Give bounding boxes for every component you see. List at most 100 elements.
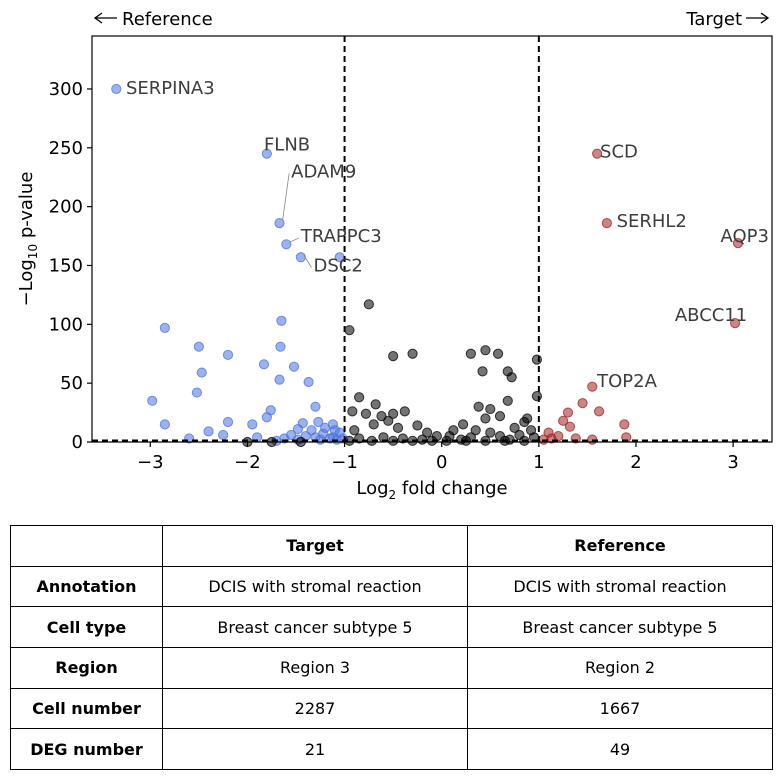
data-point-ns xyxy=(388,408,399,419)
gene-label: SERHL2 xyxy=(617,211,687,232)
target-cell: 21 xyxy=(162,728,468,771)
data-point-up xyxy=(619,419,630,430)
data-point-down xyxy=(313,416,324,428)
data-point-ns xyxy=(506,372,517,383)
table-header-row: Target Reference xyxy=(10,525,773,567)
data-point-up xyxy=(729,318,741,329)
data-point-ns xyxy=(509,422,520,433)
y-tick-label: 300 xyxy=(49,79,83,100)
data-points xyxy=(111,83,744,448)
y-tick-label: 150 xyxy=(49,255,83,276)
axes: −3 −2 −1 0 1 2 3 0 50 100 150 200 250 300 Log2 fold ch… xyxy=(16,35,773,502)
gene-label: SCD xyxy=(600,141,638,162)
reference-cell: 1667 xyxy=(467,687,773,730)
reference-cell: DCIS with stromal reaction xyxy=(467,565,773,608)
data-point-ns xyxy=(531,354,543,365)
volcano-plot: SERPINA3 FLNB ADAM9 TRAPPC3 DSC2 SCD SERHL2 AQP… xyxy=(16,9,773,502)
data-point-down xyxy=(275,341,286,352)
data-point-ns xyxy=(502,395,513,406)
data-point-up xyxy=(592,148,603,159)
data-point-ns xyxy=(480,345,491,356)
data-point-ns xyxy=(370,399,381,410)
data-point-up xyxy=(593,406,605,417)
data-point-down xyxy=(303,376,314,388)
data-point-ns xyxy=(480,413,491,424)
data-point-down xyxy=(159,322,170,333)
data-point-down xyxy=(295,252,306,263)
data-point-ns xyxy=(344,325,355,336)
y-tick-label: 200 xyxy=(49,197,83,218)
left-arrow-head-icon xyxy=(93,12,103,24)
x-tick-label: 1 xyxy=(533,452,544,473)
comparison-table: Target Reference Annotation DCIS with st… xyxy=(10,525,773,771)
data-point-ns xyxy=(485,427,496,438)
x-tick-label: −2 xyxy=(234,452,261,473)
data-point-down xyxy=(247,419,258,430)
y-tick-label: 250 xyxy=(49,138,83,159)
plot-frame xyxy=(91,35,773,443)
data-point-ns xyxy=(531,391,543,402)
data-point-down xyxy=(111,83,122,95)
gene-label: FLNB xyxy=(264,134,310,155)
data-point-ns xyxy=(457,419,469,430)
data-point-down xyxy=(222,416,234,428)
gene-label: ABCC11 xyxy=(675,305,747,326)
table-row-region: Region Region 3 Region 2 xyxy=(10,647,773,689)
data-point-ns xyxy=(360,408,372,419)
data-point-down xyxy=(281,239,292,250)
data-point-ns xyxy=(485,403,496,415)
data-point-down xyxy=(288,361,300,372)
data-point-ns xyxy=(473,401,484,412)
target-cell: 2287 xyxy=(162,687,468,730)
table-row-deg-number: DEG number 21 49 xyxy=(10,728,773,771)
row-label: Cell type xyxy=(10,606,163,649)
data-point-ns xyxy=(399,406,410,417)
row-label: Annotation xyxy=(10,565,163,608)
data-point-up xyxy=(558,415,569,426)
data-point-down xyxy=(286,429,297,441)
data-point-up xyxy=(732,238,744,249)
row-label: DEG number xyxy=(10,728,163,771)
gene-label: TRAPPC3 xyxy=(300,226,382,247)
gene-label: DSC2 xyxy=(313,255,362,276)
data-point-up xyxy=(562,407,574,418)
y-tick-label: 50 xyxy=(60,373,83,394)
data-point-down xyxy=(258,359,270,370)
direction-label-target: Target xyxy=(685,9,742,30)
data-point-ns xyxy=(492,348,504,359)
data-point-down xyxy=(191,387,203,398)
data-point-up xyxy=(601,218,612,229)
row-label: Cell number xyxy=(10,687,163,730)
data-point-ns xyxy=(470,425,481,436)
table-row-annotation: Annotation DCIS with stromal reaction DC… xyxy=(10,565,773,608)
data-point-down xyxy=(159,419,170,430)
data-point-up xyxy=(587,381,598,392)
data-point-down xyxy=(292,423,304,435)
x-axis-label: Log2 fold change xyxy=(356,478,507,502)
data-point-down xyxy=(261,412,272,423)
data-point-down xyxy=(203,426,214,437)
gene-labels: SERPINA3 FLNB ADAM9 TRAPPC3 DSC2 SCD SERHL2 AQP… xyxy=(126,78,769,392)
direction-label-reference: Reference xyxy=(122,9,213,30)
x-tick-label: 3 xyxy=(727,452,738,473)
target-cell: Breast cancer subtype 5 xyxy=(162,606,468,649)
data-point-ns xyxy=(465,348,476,359)
data-point-down xyxy=(196,367,207,378)
data-point-ns xyxy=(422,427,433,438)
data-point-ns xyxy=(349,425,360,436)
threshold-lines xyxy=(92,36,772,442)
label-leader-line xyxy=(289,237,300,243)
data-point-ns xyxy=(383,415,394,426)
data-point-ns xyxy=(412,420,423,431)
data-point-down xyxy=(274,218,285,229)
x-tick-label: 0 xyxy=(436,452,447,473)
data-point-ns xyxy=(354,392,365,403)
data-point-down xyxy=(329,425,340,436)
direction-labels: Reference Target xyxy=(93,9,770,30)
data-point-ns xyxy=(347,406,358,417)
data-point-ns xyxy=(407,348,418,359)
x-tick-label: −3 xyxy=(137,452,164,473)
data-point-ns xyxy=(522,413,533,424)
y-tick-label: 100 xyxy=(49,314,83,335)
data-point-ns xyxy=(363,299,374,310)
